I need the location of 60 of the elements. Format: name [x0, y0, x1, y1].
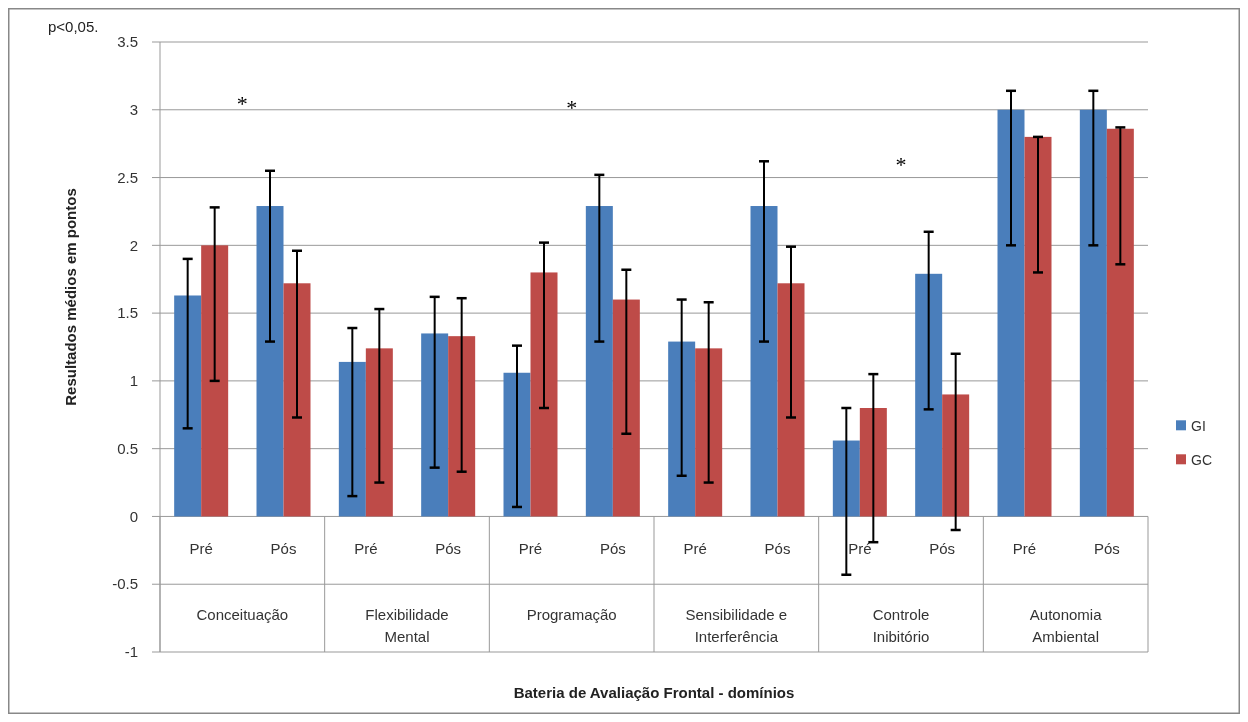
x-tick-label: Pós: [929, 540, 956, 558]
y-tick-label: 2.5: [117, 168, 138, 186]
bar: [283, 283, 311, 517]
bar: [997, 109, 1025, 517]
annotation: Flexibilidade Mental: [365, 606, 449, 646]
bar: [832, 440, 860, 517]
x-tick-label: Pós: [1093, 540, 1120, 558]
x-tick-label: Pós: [435, 540, 462, 558]
x-tick-label: Pré: [354, 540, 378, 558]
y-tick-label: -1: [124, 643, 138, 661]
bar: [612, 299, 640, 517]
y-tick-label: 3: [129, 101, 138, 119]
bar: [174, 295, 202, 517]
y-tick-label: 2: [129, 236, 138, 254]
x-tick-label: Pós: [599, 540, 626, 558]
y-tick-label: 0.5: [117, 439, 138, 457]
bar: [585, 206, 613, 517]
bar: [503, 372, 531, 517]
annotation: Sensibilidade e Interferência: [685, 606, 788, 646]
legend-label: GI: [1191, 418, 1206, 435]
x-tick-label: Pré: [848, 540, 872, 558]
bar: [365, 348, 393, 517]
y-tick-label: 3.5: [117, 33, 138, 51]
bar: [1106, 128, 1134, 517]
bar: [942, 394, 970, 517]
y-axis-title: Resultados médios em pontos: [62, 188, 79, 406]
bar: [201, 245, 229, 517]
bar: [1024, 136, 1052, 517]
bar: [448, 336, 476, 517]
bar: [1079, 109, 1107, 517]
y-tick-label: 1: [129, 372, 138, 390]
x-tick-label: Pré: [189, 540, 213, 558]
bar: [338, 361, 366, 517]
bar: [421, 333, 449, 517]
bar: [530, 272, 558, 517]
annotation: *: [895, 152, 907, 178]
x-tick-label: Pré: [683, 540, 707, 558]
annotation: *: [566, 95, 578, 121]
y-tick-label: -0.5: [112, 575, 138, 593]
annotation: Autonomia Ambiental: [1029, 606, 1103, 646]
x-axis-title: Bateria de Avaliação Frontal - domínios: [513, 684, 795, 701]
x-tick-label: Pré: [1012, 540, 1037, 558]
bar: [859, 408, 887, 517]
legend-label: GC: [1191, 452, 1212, 469]
bar: [668, 341, 696, 517]
bar: [256, 206, 284, 517]
bar: [915, 273, 943, 517]
x-tick-label: Pós: [270, 540, 297, 558]
bar: [750, 206, 778, 517]
annotation: Controle Inibitório: [872, 606, 930, 646]
bar: [695, 348, 723, 517]
x-tick-label: Pós: [764, 540, 791, 558]
annotation: *: [236, 91, 248, 117]
x-tick-label: Pré: [518, 540, 543, 558]
y-tick-label: 0: [129, 507, 138, 525]
bar: [777, 283, 805, 517]
y-tick-label: 1.5: [117, 304, 138, 322]
annotation: Programação: [526, 606, 617, 624]
text: p<0,05.: [48, 18, 99, 35]
annotation: Conceituação: [196, 606, 289, 624]
